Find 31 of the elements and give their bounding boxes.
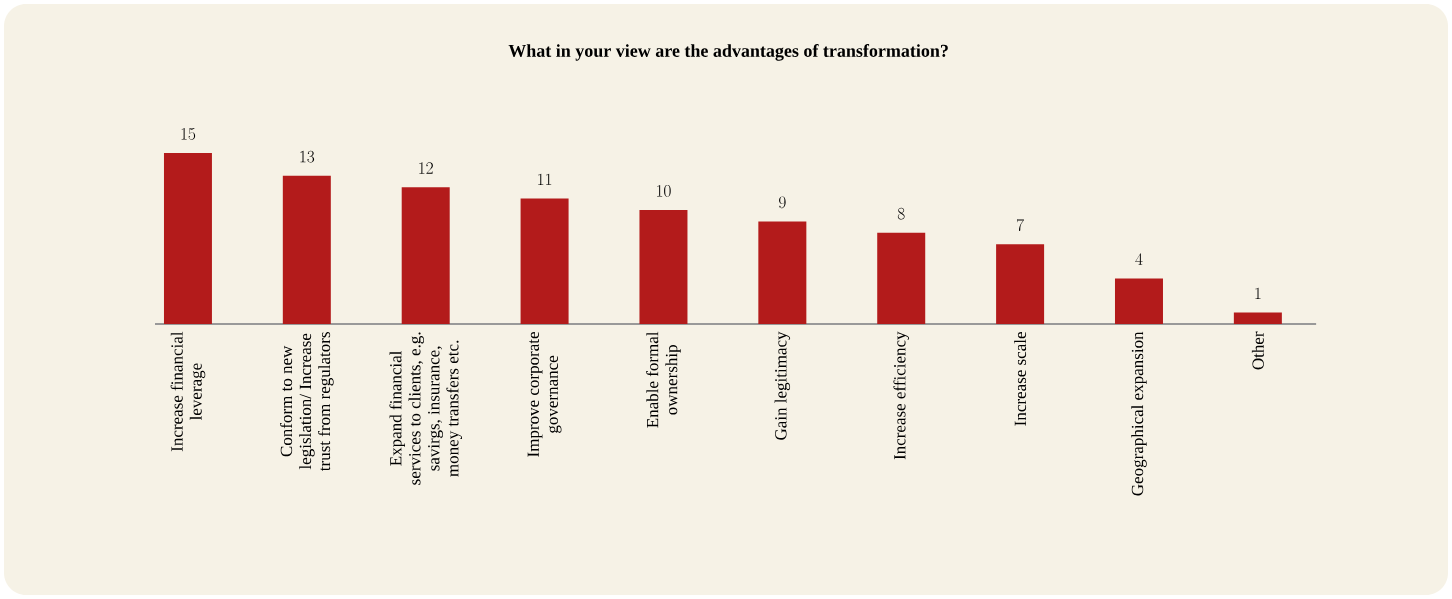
bar [282,175,331,324]
data-label: 4 [1135,253,1143,265]
bar [639,209,688,324]
bar [758,221,807,324]
x-tick-label: Expand financial services to clients, e.g. savirgs, insurance, money transfers etc. [389,332,463,485]
x-tick-label: Gain legitimacy [774,331,791,440]
bar [877,232,926,324]
bar [163,152,212,324]
data-label: 10 [657,185,671,197]
bar [401,187,450,324]
x-tick-label: Increase efficiency [893,331,910,460]
data-label: 13 [300,150,315,163]
bar [996,244,1045,324]
bar [1114,278,1163,324]
x-tick-label: Other [1251,331,1264,370]
data-label: 9 [779,196,786,209]
chart-title: What in your view are the advantages of transformation? [508,44,948,61]
data-label: 12 [419,162,433,174]
data-label: 15 [181,128,196,140]
x-tick-label: Increase scale [1014,332,1027,426]
data-label: 7 [1016,218,1024,231]
x-tick-label: Enable formal ownership [646,331,681,428]
x-tick-label: Increase financial leverage [170,331,206,452]
bar [520,198,569,324]
data-label: 1 [1255,287,1261,300]
bar [1233,312,1282,324]
data-label: 8 [897,207,905,220]
x-tick-label: Conform to new legislation/ Increase trust from regulators [280,332,334,472]
x-tick-label: Improve corporate governance [527,332,562,457]
data-label: 11 [538,173,552,186]
x-tick-label: Geographical expansion [1131,331,1147,496]
